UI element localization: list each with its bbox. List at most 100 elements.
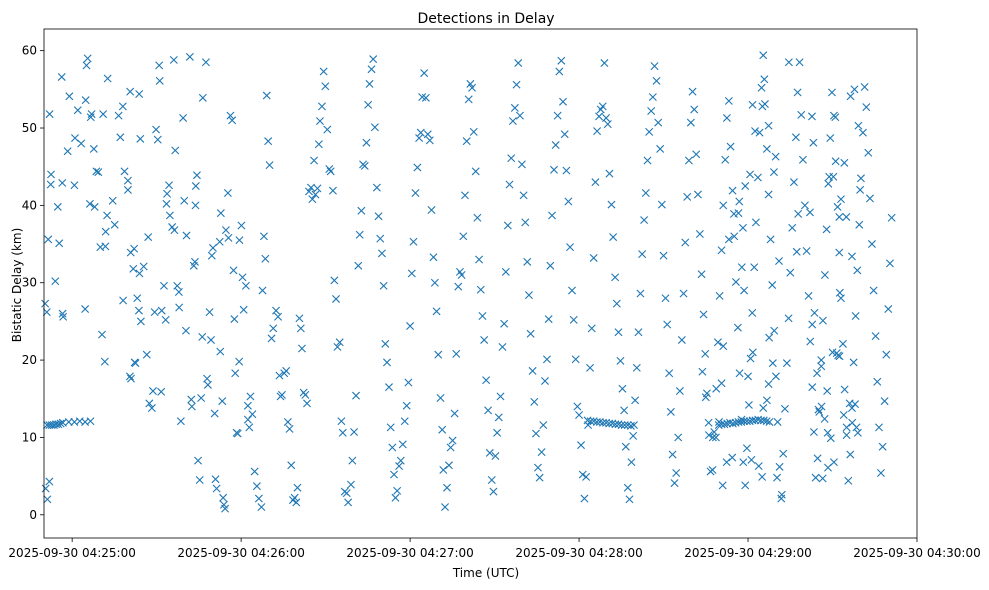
data-point <box>346 480 355 489</box>
data-point <box>192 171 201 180</box>
data-point <box>817 362 826 371</box>
data-point <box>248 410 257 419</box>
data-point <box>564 197 573 206</box>
data-point <box>142 350 151 359</box>
data-point <box>880 397 889 406</box>
data-point <box>434 350 443 359</box>
data-point <box>811 473 820 482</box>
data-point <box>129 264 138 273</box>
data-point <box>573 402 582 411</box>
data-point <box>808 320 817 329</box>
data-point <box>416 128 425 137</box>
data-point <box>775 462 784 471</box>
data-point <box>757 83 766 92</box>
data-point <box>758 102 767 111</box>
data-point <box>181 326 190 335</box>
y-tick-label: 20 <box>22 353 37 367</box>
data-point <box>535 473 544 482</box>
data-point <box>285 424 294 433</box>
data-point <box>41 484 50 493</box>
data-point <box>261 254 270 263</box>
y-tick-label: 40 <box>22 198 37 212</box>
data-point <box>603 120 612 129</box>
data-point <box>171 146 180 155</box>
data-point <box>674 433 683 442</box>
data-point <box>741 481 750 490</box>
data-point <box>762 417 771 426</box>
data-point <box>169 55 178 64</box>
data-point <box>623 483 632 492</box>
data-point <box>657 200 666 209</box>
data-point <box>383 358 391 367</box>
data-point <box>448 436 457 445</box>
data-point <box>446 443 455 452</box>
data-point <box>809 138 818 147</box>
data-point <box>515 111 524 120</box>
data-point <box>215 237 224 246</box>
data-point <box>609 233 618 242</box>
data-point <box>742 444 751 453</box>
data-point <box>179 113 188 122</box>
x-axis-label: Time (UTC) <box>452 566 519 580</box>
data-point <box>243 401 252 410</box>
data-point <box>620 406 629 415</box>
data-point <box>58 309 67 318</box>
data-point <box>519 191 528 200</box>
data-point <box>808 383 817 392</box>
data-point <box>325 165 334 174</box>
data-point <box>423 130 432 139</box>
data-point <box>884 305 893 314</box>
data-point <box>390 470 399 479</box>
data-point <box>683 192 692 201</box>
data-point <box>791 133 800 142</box>
data-point <box>98 330 107 339</box>
data-point <box>836 195 845 204</box>
data-point <box>182 231 191 240</box>
data-point <box>759 51 768 60</box>
data-point <box>330 276 339 285</box>
data-point <box>114 111 123 120</box>
data-point <box>815 407 824 416</box>
data-point <box>865 194 874 203</box>
data-point <box>163 189 172 198</box>
data-point <box>760 75 769 84</box>
data-point <box>482 376 491 385</box>
data-point <box>805 208 814 217</box>
data-point <box>360 161 369 170</box>
data-point <box>364 100 373 109</box>
data-point <box>144 233 153 242</box>
data-point <box>708 465 717 474</box>
data-point <box>51 277 60 286</box>
data-point <box>512 80 521 89</box>
data-point <box>629 431 638 440</box>
data-point <box>237 221 246 230</box>
data-point <box>769 168 778 177</box>
data-point <box>459 232 468 241</box>
data-point <box>851 312 860 320</box>
data-point <box>216 347 225 356</box>
data-point <box>452 349 461 358</box>
data-point <box>523 257 532 266</box>
data-point <box>663 320 672 329</box>
x-tick-label: 2025-09-30 04:29:00 <box>684 546 811 560</box>
y-axis-label: Bistatic Delay (km) <box>10 228 24 343</box>
data-point <box>748 100 757 109</box>
data-point <box>612 299 621 308</box>
data-point <box>352 391 361 400</box>
data-point <box>797 110 806 119</box>
data-point <box>374 212 383 221</box>
data-point <box>153 135 162 144</box>
data-point <box>744 400 753 409</box>
data-point <box>751 127 760 136</box>
data-point <box>45 477 54 486</box>
data-point <box>835 288 844 297</box>
data-point <box>744 372 753 381</box>
data-point <box>820 414 829 423</box>
data-point <box>537 448 546 457</box>
data-point <box>546 261 555 270</box>
data-point <box>500 319 509 328</box>
data-point <box>211 475 220 484</box>
data-point <box>201 58 210 67</box>
data-point <box>828 348 837 357</box>
